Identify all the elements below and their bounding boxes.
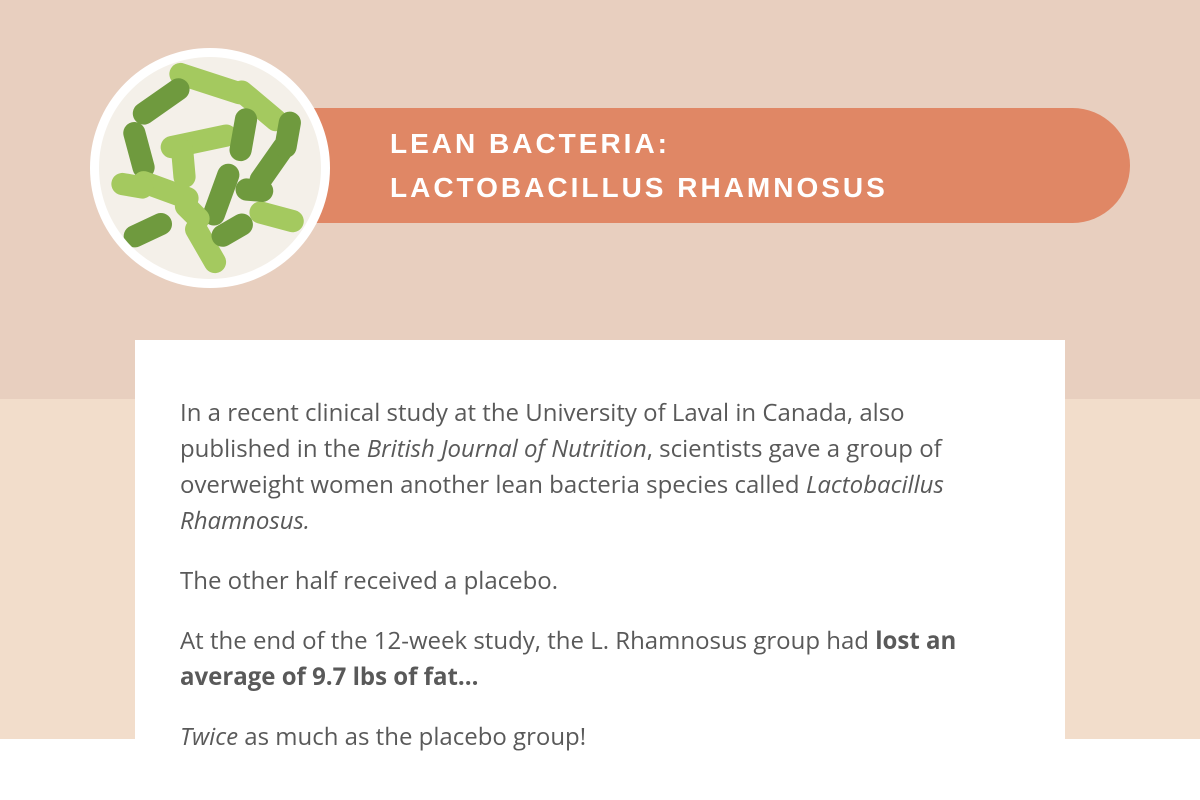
title-bar: LEAN BACTERIA: LACTOBACILLUS RHAMNOSUS (270, 108, 1130, 223)
italic-text: Twice (180, 720, 238, 753)
page-title: LEAN BACTERIA: LACTOBACILLUS RHAMNOSUS (390, 122, 1130, 209)
paragraph-4: Twice as much as the placebo group! (180, 719, 1020, 755)
italic-text: British Journal of Nutrition (367, 432, 647, 465)
title-line-1: LEAN BACTERIA: (390, 128, 670, 159)
paragraph-1: In a recent clinical study at the Univer… (180, 395, 1020, 539)
paragraph-3: At the end of the 12-week study, the L. … (180, 623, 1020, 695)
text: At the end of the 12-week study, the L. … (180, 624, 875, 657)
title-line-2: LACTOBACILLUS RHAMNOSUS (390, 172, 888, 203)
paragraph-2: The other half received a placebo. (180, 563, 1020, 599)
bacteria-icon (90, 48, 330, 288)
header-row: LEAN BACTERIA: LACTOBACILLUS RHAMNOSUS (90, 48, 1130, 288)
text: as much as the placebo group! (238, 720, 586, 753)
content-card: In a recent clinical study at the Univer… (135, 340, 1065, 800)
